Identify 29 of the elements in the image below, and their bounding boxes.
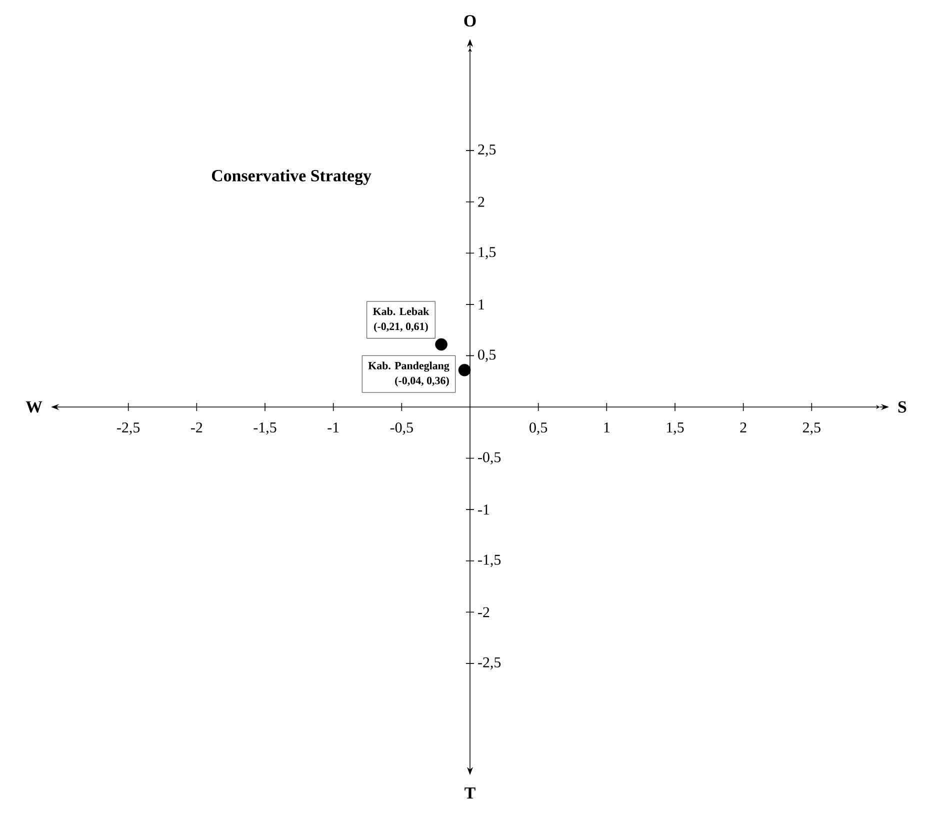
text: W — [26, 401, 42, 413]
annotation: Kab. Lebak — [373, 307, 430, 316]
y-tick-label: 2 — [478, 196, 484, 207]
y-tick-label: 1,5 — [478, 247, 496, 260]
x-tick-label: -0,5 — [390, 422, 413, 435]
x-tick-label: -2 — [190, 422, 202, 432]
x-tick-label: 2 — [740, 422, 746, 432]
y-axis-title: O — [464, 15, 476, 27]
x-tick-label: 0,5 — [530, 422, 548, 435]
x-tick-label: 2,5 — [802, 422, 820, 435]
x-axis-title: S — [898, 401, 906, 413]
y-tick-label: -2,5 — [478, 657, 501, 670]
y-tick-label: -1,5 — [478, 554, 501, 567]
y-tick-label: 1 — [478, 300, 484, 310]
y-tick-label: 0,5 — [478, 350, 496, 362]
y-tick-label: -2 — [478, 607, 490, 618]
x-tick-label: 1 — [604, 422, 610, 432]
y-tick-label: 2,5 — [478, 144, 496, 157]
annotation: Kab. Pandeglang — [368, 362, 450, 372]
x-tick-label: -2,5 — [117, 422, 140, 435]
annotation: Conservative Strategy — [212, 169, 372, 185]
text: T — [464, 787, 476, 799]
x-tick-label: 1,5 — [666, 422, 684, 435]
data-label: (-0,04, 0,36) — [395, 376, 449, 386]
x-tick-label: -1 — [328, 422, 339, 432]
y-tick-label: -1 — [478, 504, 490, 514]
y-tick-label: -0,5 — [478, 452, 501, 464]
data-label: (-0,21, 0,61) — [374, 322, 428, 332]
x-tick-label: -1,5 — [254, 422, 276, 435]
